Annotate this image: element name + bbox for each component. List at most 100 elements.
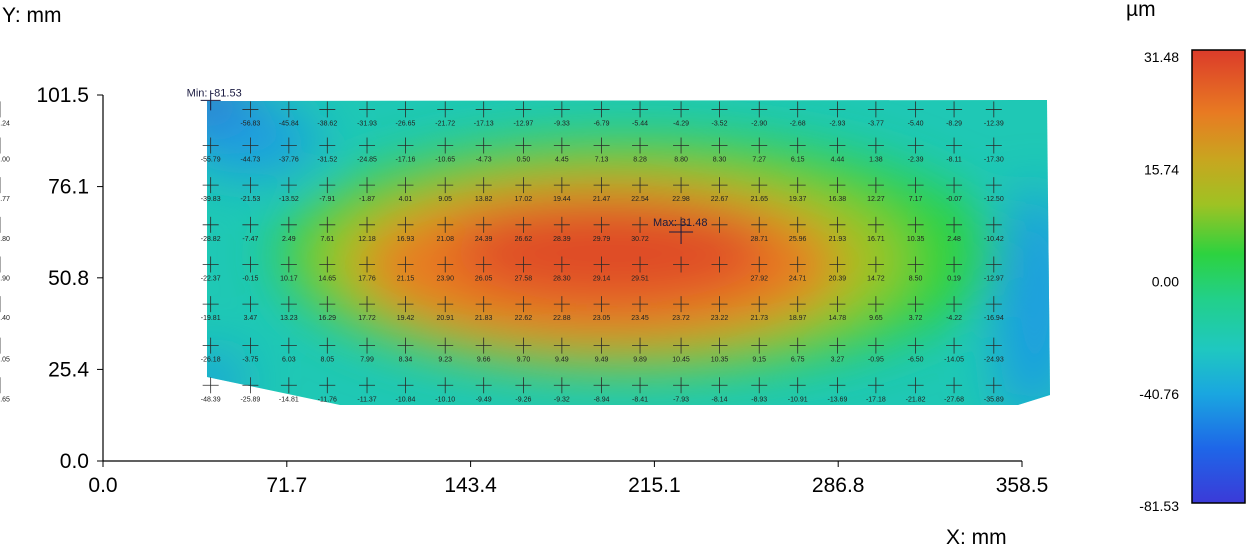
grid-value: -21.53	[240, 196, 260, 203]
grid-value: -10.42	[984, 236, 1004, 243]
grid-value: -4.22	[946, 315, 962, 322]
grid-value: -0.15	[242, 275, 258, 282]
grid-value: -27.68	[944, 396, 964, 403]
grid-value: -31.93	[357, 120, 377, 127]
grid-value: -17.16	[396, 156, 416, 163]
grid-value: 20.91	[436, 315, 454, 322]
grid-value: 30.72	[631, 236, 649, 243]
grid-value: 7.61	[320, 236, 334, 243]
grid-value: -5.44	[632, 120, 648, 127]
grid-value: 22.88	[553, 315, 571, 322]
min-annotation: Min: -81.53	[187, 87, 242, 99]
grid-value: -1.87	[359, 196, 375, 203]
grid-value: -17.13	[474, 120, 494, 127]
grid-value: -9.26	[515, 396, 531, 403]
x-tick-label: 286.8	[812, 474, 865, 497]
grid-value: 16.71	[867, 236, 885, 243]
grid-value: 28.30	[553, 275, 571, 282]
grid-value: 28.39	[553, 236, 571, 243]
grid-value: 21.47	[593, 196, 611, 203]
grid-value: -35.89	[984, 396, 1004, 403]
grid-value: -22.37	[201, 275, 221, 282]
grid-value: -19.81	[201, 315, 221, 322]
grid-value: 8.80	[674, 156, 688, 163]
grid-value: 21.73	[750, 315, 768, 322]
grid-value: -12.39	[984, 120, 1004, 127]
max-annotation: Max: 31.48	[653, 217, 707, 229]
grid-value: 6.15	[791, 156, 805, 163]
grid-value: -14.05	[944, 357, 964, 364]
y-tick-label: 76.1	[48, 176, 89, 199]
grid-value: 9.66	[477, 357, 491, 364]
grid-value: 29.79	[593, 236, 611, 243]
grid-value: 13.23	[280, 315, 298, 322]
grid-value: -8.41	[632, 396, 648, 403]
x-tick-label: 215.1	[628, 474, 681, 497]
grid-value: 3.47	[244, 315, 258, 322]
colorbar	[1191, 49, 1246, 504]
grid-value: -6.79	[594, 120, 610, 127]
grid-value: 22.98	[672, 196, 690, 203]
grid-value: -56.83	[240, 120, 260, 127]
grid-value: -7.91	[319, 196, 335, 203]
grid-value: 4.45	[555, 156, 569, 163]
grid-value: -10.91	[788, 396, 808, 403]
grid-value: -19.24	[0, 120, 10, 127]
grid-value: 23.90	[436, 275, 454, 282]
grid-value: -8.14	[712, 396, 728, 403]
y-tick-label: 0.0	[60, 450, 89, 473]
grid-value: -37.76	[279, 156, 299, 163]
grid-value: -7.93	[673, 396, 689, 403]
grid-value: 7.17	[909, 196, 923, 203]
grid-value: 20.39	[829, 275, 847, 282]
colorbar-tick-label: 31.48	[1144, 49, 1179, 65]
grid-value: 23.05	[593, 315, 611, 322]
x-tick-label: 71.7	[266, 474, 307, 497]
grid-value: 4.01	[399, 196, 413, 203]
measurement-points: -56.83 -45.84 -38.62 -31.93 -26.65 -21.72 -17.…	[0, 101, 1004, 403]
grid-value: 18.97	[789, 315, 807, 322]
colorbar-tick-label: 15.74	[1144, 161, 1179, 177]
grid-value: 28.71	[750, 236, 768, 243]
grid-value: 23.72	[672, 315, 690, 322]
grid-value: -8.93	[751, 396, 767, 403]
grid-value: 9.49	[595, 357, 609, 364]
grid-value: 2.49	[282, 236, 296, 243]
grid-value: -0.07	[946, 196, 962, 203]
grid-value: 29.51	[631, 275, 649, 282]
grid-value: -27.80	[0, 236, 10, 243]
grid-value: -8.11	[946, 156, 962, 163]
grid-value: -2.68	[790, 120, 806, 127]
grid-value: 10.17	[280, 275, 298, 282]
grid-value: 8.50	[909, 275, 923, 282]
grid-value: -12.50	[984, 196, 1004, 203]
grid-value: -10.84	[396, 396, 416, 403]
grid-value: 24.71	[789, 275, 807, 282]
grid-value: 10.35	[711, 357, 729, 364]
grid-value: -45.84	[279, 120, 299, 127]
x-tick-label: 0.0	[88, 474, 117, 497]
grid-value: 4.44	[831, 156, 845, 163]
grid-value: -12.97	[513, 120, 533, 127]
grid-value: 9.49	[555, 357, 569, 364]
grid-value: -4.29	[673, 120, 689, 127]
grid-value: -3.52	[712, 120, 728, 127]
grid-value: 10.35	[907, 236, 925, 243]
grid-value: -0.95	[868, 357, 884, 364]
grid-value: 13.82	[475, 196, 493, 203]
grid-value: -55.79	[201, 156, 221, 163]
grid-value: 17.72	[358, 315, 376, 322]
grid-value: 8.34	[399, 357, 413, 364]
grid-value: -38.62	[317, 120, 337, 127]
grid-value: 22.62	[515, 315, 533, 322]
grid-value: 21.65	[750, 196, 768, 203]
y-axis-ticks: 0.0 25.4 50.8 76.1 101.5	[36, 84, 103, 473]
grid-value: 17.02	[515, 196, 533, 203]
grid-value: -47.65	[0, 396, 10, 403]
grid-value: 3.72	[909, 315, 923, 322]
grid-value: 9.05	[438, 196, 452, 203]
x-tick-label: 358.5	[996, 474, 1049, 497]
grid-value: -26.18	[201, 357, 221, 364]
heatmap-surface	[207, 100, 1050, 405]
grid-value: -13.52	[279, 196, 299, 203]
